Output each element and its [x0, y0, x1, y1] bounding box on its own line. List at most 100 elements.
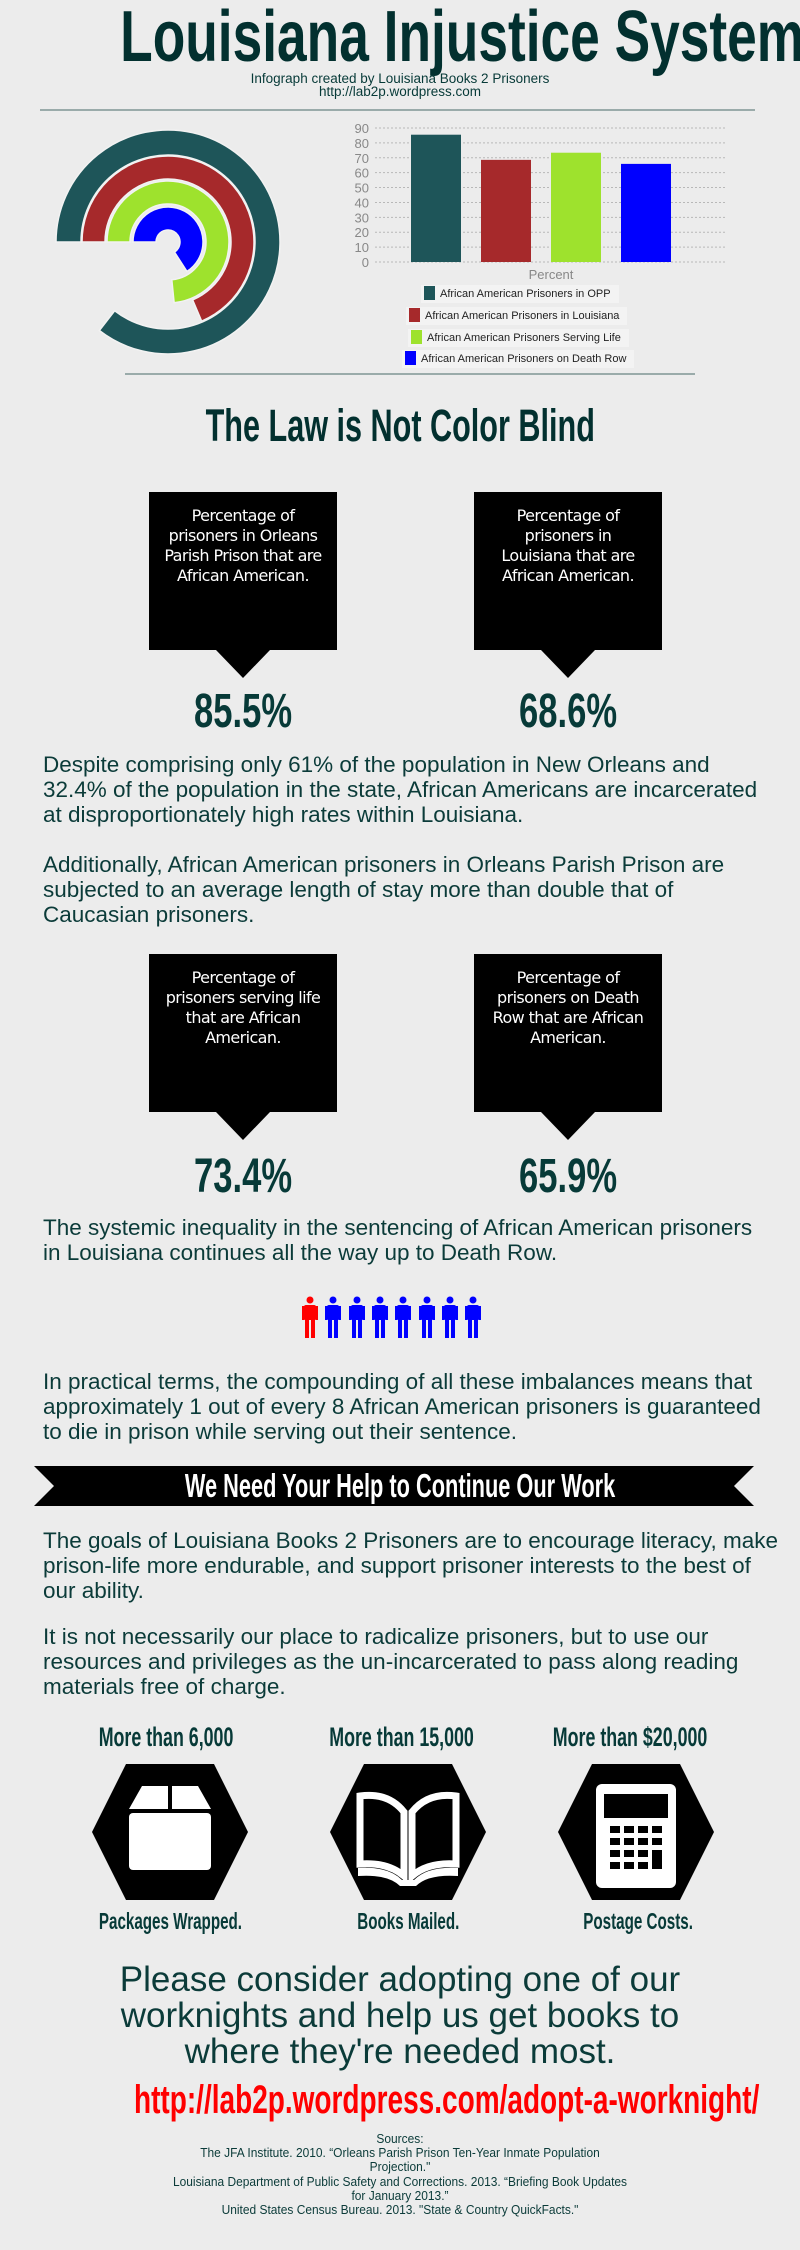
y-tick-label: 50: [355, 181, 369, 196]
y-tick-label: 80: [355, 136, 369, 151]
stat-value: 68.6%: [448, 687, 688, 737]
paragraph: The systemic inequality in the sentencin…: [43, 1215, 753, 1265]
stat-label-text: Packages Wrapped.: [98, 1908, 242, 1934]
stat-amount: More than 15,000: [282, 1722, 522, 1753]
callout-pointer: [216, 1112, 270, 1140]
divider: [40, 109, 755, 111]
y-tick-label: 0: [362, 255, 369, 270]
person-icon: [465, 1296, 482, 1338]
section-heading: The Law is Not Color Blind: [0, 403, 800, 448]
source-item: United States Census Bureau. 2013. "Stat…: [221, 2202, 579, 2218]
stat-callout: Percentage of prisoners in Orleans Paris…: [149, 492, 337, 650]
paragraph: The goals of Louisiana Books 2 Prisoners…: [43, 1528, 778, 1603]
stat-callout: Percentage of prisoners on Death Row tha…: [474, 954, 662, 1112]
person-icon: [302, 1296, 318, 1338]
bar: [621, 163, 671, 262]
radial-arc: [81, 155, 255, 323]
stat-label-text: Postage Costs.: [583, 1908, 693, 1934]
stat-amount: More than $20,000: [510, 1722, 750, 1753]
package-icon: [92, 1764, 248, 1900]
stat-value-text: 73.4%: [193, 1150, 292, 1203]
legend-swatch: [411, 330, 422, 344]
callout-pointer: [216, 650, 270, 678]
stat-amount-text: More than 15,000: [329, 1722, 475, 1752]
radial-arc: [106, 180, 230, 304]
callout-pointer: [541, 650, 595, 678]
paragraph: Additionally, African American prisoners…: [43, 852, 725, 927]
stat-value-text: 85.5%: [193, 685, 292, 738]
adopt-link-text[interactable]: http://lab2p.wordpress.com/adopt-a-workn…: [134, 2078, 760, 2122]
stat-value-text: 65.9%: [518, 1150, 617, 1203]
book-icon: [330, 1764, 486, 1900]
y-tick-label: 90: [355, 121, 369, 136]
credit-block: Infograph created by Louisiana Books 2 P…: [0, 71, 800, 99]
banner-ribbon: [34, 1466, 754, 1506]
person-icon: [325, 1296, 342, 1338]
sources-heading: Sources:: [376, 2131, 424, 2146]
y-tick-label: 60: [355, 166, 369, 181]
stat-callout-text: Percentage of prisoners serving life tha…: [165, 968, 321, 1047]
banner-heading-text: We Need Your Help to Continue Our Work: [184, 1467, 616, 1504]
stat-callout-text: Percentage of prisoners in Orleans Paris…: [164, 506, 322, 585]
legend-swatch: [405, 351, 416, 365]
paragraph: It is not necessarily our place to radic…: [43, 1624, 739, 1699]
legend-swatch: [424, 286, 435, 300]
bar: [551, 152, 601, 262]
y-tick-label: 30: [355, 210, 369, 225]
stat-amount-text: More than $20,000: [552, 1722, 708, 1752]
stat-label: Postage Costs.: [518, 1908, 758, 1935]
stat-callout: Percentage of prisoners in Louisiana tha…: [474, 492, 662, 650]
person-icon: [348, 1296, 365, 1338]
legend-item: African American Prisoners in Louisiana: [406, 307, 628, 325]
x-axis-label: Percent: [529, 267, 574, 282]
stat-value: 65.9%: [448, 1152, 688, 1202]
stat-label: Packages Wrapped.: [50, 1908, 290, 1935]
y-tick-label: 40: [355, 195, 369, 210]
legend-item: African American Prisoners Serving Life: [408, 329, 629, 347]
legend-label: African American Prisoners Serving Life: [427, 332, 621, 344]
stat-label-text: Books Mailed.: [356, 1908, 460, 1934]
stat-amount-text: More than 6,000: [98, 1722, 234, 1752]
calculator-icon: [558, 1764, 714, 1900]
call-to-action: Please consider adopting one of our work…: [119, 1960, 681, 2071]
page-title: Louisiana Injustice System: [0, 0, 800, 77]
banner-heading: We Need Your Help to Continue Our Work: [0, 1467, 800, 1505]
stat-callout-text: Percentage of prisoners in Louisiana tha…: [501, 506, 635, 585]
people-pictogram: [302, 1296, 492, 1338]
legend-label: African American Prisoners in Louisiana: [425, 310, 620, 322]
legend-label: African American Prisoners in OPP: [440, 288, 611, 300]
stat-value: 73.4%: [123, 1152, 363, 1202]
y-tick-label: 70: [355, 151, 369, 166]
divider: [125, 373, 695, 375]
adopt-link[interactable]: http://lab2p.wordpress.com/adopt-a-workn…: [0, 2080, 800, 2120]
person-icon: [371, 1296, 388, 1338]
bar: [481, 159, 531, 262]
stat-callout: Percentage of prisoners serving life tha…: [149, 954, 337, 1112]
bar: [411, 134, 461, 262]
y-tick-label: 20: [355, 225, 369, 240]
site-link[interactable]: http://lab2p.wordpress.com: [318, 84, 482, 99]
stat-value-text: 68.6%: [518, 685, 617, 738]
y-tick-label: 10: [355, 240, 369, 255]
legend-label: African American Prisoners on Death Row: [421, 353, 627, 365]
sources: Sources: The JFA Institute. 2010. “Orlea…: [0, 2131, 800, 2218]
stat-callout-text: Percentage of prisoners on Death Row tha…: [492, 968, 644, 1047]
paragraph: Despite comprising only 61% of the popul…: [43, 752, 758, 827]
legend-swatch: [409, 308, 420, 322]
callout-pointer: [541, 1112, 595, 1140]
legend-item: African American Prisoners on Death Row: [402, 350, 635, 368]
person-icon: [441, 1296, 458, 1338]
paragraph: In practical terms, the compounding of a…: [43, 1369, 761, 1444]
section-heading-text: The Law is Not Color Blind: [205, 400, 595, 451]
stat-value: 85.5%: [123, 687, 363, 737]
person-icon: [395, 1296, 412, 1338]
source-item: The JFA Institute. 2010. “Orleans Parish…: [200, 2145, 600, 2175]
radial-bar-chart: [55, 129, 281, 355]
credit-text: Infograph created by Louisiana Books 2 P…: [250, 71, 550, 86]
radial-arc: [132, 206, 204, 273]
source-item: Louisiana Department of Public Safety an…: [172, 2173, 628, 2203]
stat-amount: More than 6,000: [46, 1722, 286, 1753]
person-icon: [418, 1296, 435, 1338]
page-title-text: Louisiana Injustice System: [120, 0, 800, 77]
